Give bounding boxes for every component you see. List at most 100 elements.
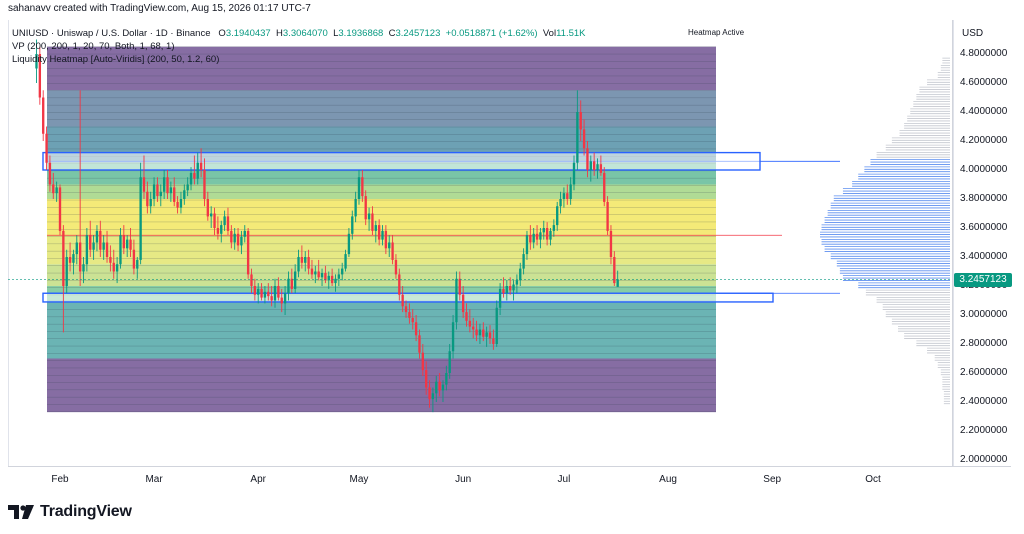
candle — [230, 225, 233, 249]
candle-body — [287, 278, 290, 294]
candle-body — [199, 162, 203, 170]
candle — [62, 225, 65, 333]
candle — [545, 222, 549, 246]
candle — [478, 323, 482, 344]
price-tick-label: 2.6000000 — [960, 367, 1008, 378]
candle — [485, 326, 488, 347]
liquidity-box — [42, 292, 774, 303]
candle — [599, 155, 603, 176]
candle-body — [193, 172, 196, 179]
candle — [532, 228, 535, 249]
candle — [297, 249, 300, 278]
candle — [220, 220, 223, 243]
candle — [277, 277, 280, 301]
candle — [48, 155, 52, 192]
liquidity-boxes — [42, 151, 774, 303]
candle — [162, 170, 166, 199]
price-tick-label: 3.0000000 — [960, 309, 1008, 320]
candle — [347, 228, 351, 257]
candle-body — [115, 264, 119, 272]
candle-body — [465, 312, 468, 321]
candle — [186, 177, 189, 197]
candle — [519, 262, 522, 286]
candle-body — [438, 381, 441, 391]
candle — [263, 286, 267, 304]
candle-body — [562, 193, 566, 199]
heatmap-zone — [47, 235, 716, 265]
candlesticks[interactable] — [35, 39, 619, 413]
candle — [582, 119, 586, 156]
candle-body — [421, 352, 425, 371]
month-tick-label: Jun — [455, 474, 472, 485]
candle-body — [418, 335, 421, 353]
candle-body — [267, 291, 270, 297]
close-label: C — [388, 28, 396, 39]
candle-body — [609, 230, 613, 257]
candle-body — [458, 278, 461, 295]
candle-body — [498, 288, 502, 308]
indicator-heatmap-legend[interactable]: Liquidity Heatmap [Auto-Viridis] (200, 5… — [12, 54, 220, 65]
month-tick-label: Feb — [51, 474, 69, 485]
tradingview-brand[interactable]: TradingView — [8, 502, 132, 522]
candle — [119, 228, 122, 269]
candle — [344, 249, 347, 272]
change-value: +0.0518871 (+1.62%) — [445, 28, 538, 39]
candle-body — [146, 191, 149, 207]
candle — [515, 274, 519, 294]
candle-body — [102, 242, 105, 250]
candle — [351, 210, 354, 240]
price-tick-label: 4.6000000 — [960, 77, 1008, 88]
candle-body — [398, 274, 401, 295]
candle — [320, 268, 324, 286]
currency-label[interactable]: USD — [962, 28, 984, 39]
candle-body — [169, 187, 173, 194]
candle-body — [277, 286, 280, 298]
time-axis-divider — [8, 466, 1011, 467]
candle — [468, 309, 472, 333]
month-tick-label: Sep — [763, 474, 782, 485]
candle — [293, 264, 297, 294]
month-tick-label: Mar — [145, 474, 163, 485]
candle — [364, 190, 367, 226]
chart-pane[interactable] — [8, 20, 954, 466]
candle-body — [364, 196, 367, 220]
candle — [482, 322, 485, 342]
candle-body — [586, 148, 589, 170]
candle — [189, 167, 193, 191]
candle-body — [45, 133, 48, 163]
candle-body — [482, 329, 485, 337]
candle-body — [401, 294, 404, 307]
candle-body — [314, 271, 317, 275]
candle-body — [297, 257, 300, 272]
candle-body — [58, 187, 62, 231]
candle-body — [273, 286, 277, 301]
open-value: 3.1940437 — [225, 28, 271, 39]
candle-body — [337, 274, 341, 279]
candle-body — [542, 228, 545, 233]
symbol-legend[interactable]: UNIUSD · Uniswap / U.S. Dollar · 1D · Bi… — [12, 28, 585, 39]
candle-body — [52, 184, 55, 194]
candle — [361, 170, 364, 202]
candle-body — [334, 278, 337, 284]
candle — [156, 177, 159, 202]
month-tick-label: Jul — [557, 474, 571, 485]
candle — [525, 230, 529, 260]
heatmap-zone — [47, 46, 716, 91]
candle — [404, 300, 408, 318]
candle-body — [149, 199, 152, 207]
candle — [562, 187, 566, 208]
candle — [105, 230, 109, 263]
candle — [273, 278, 277, 308]
candle-body — [431, 393, 435, 400]
heatmap-zone — [47, 184, 716, 199]
candle-body — [515, 280, 519, 285]
indicator-vp-legend[interactable]: VP (200, 200, 1, 20, 70, Both, 1, 68, 1) — [12, 41, 175, 52]
symbol-name[interactable]: UNIUSD · Uniswap / U.S. Dollar · 1D · Bi… — [12, 28, 211, 39]
candle-body — [216, 228, 220, 234]
candle-body — [344, 254, 347, 269]
candle — [455, 271, 458, 330]
candle-body — [203, 170, 206, 199]
candle-body — [78, 242, 82, 272]
candle — [535, 225, 539, 246]
